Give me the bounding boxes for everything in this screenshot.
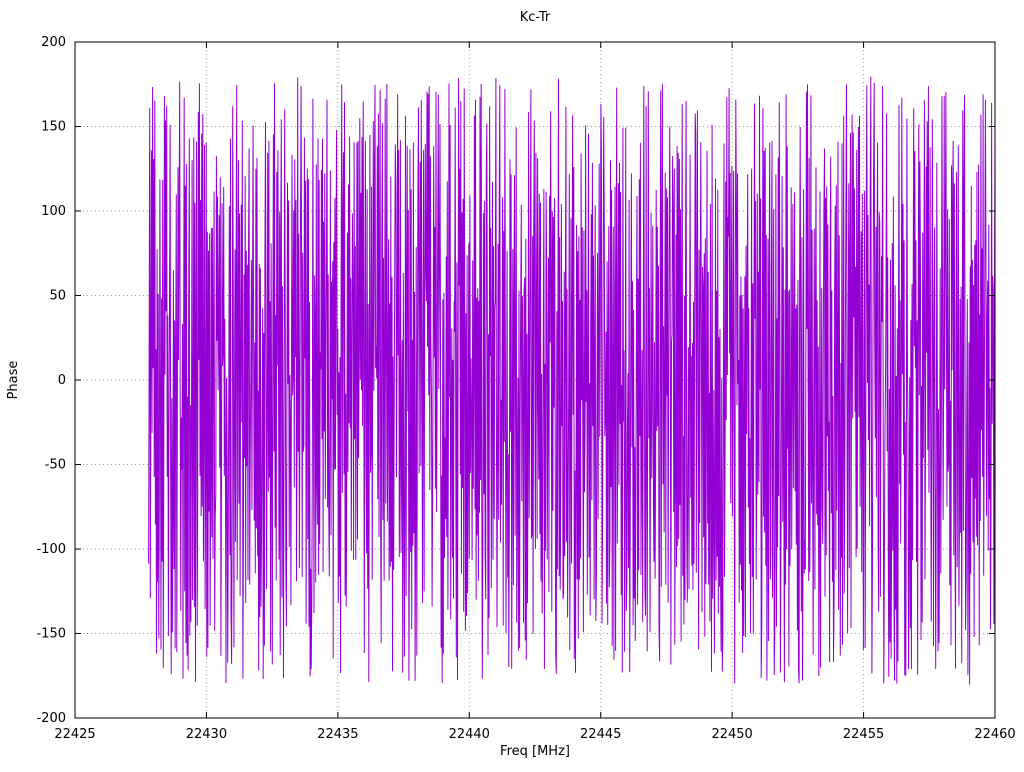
y-tick-label: 0 bbox=[58, 373, 66, 388]
x-tick-label: 22460 bbox=[974, 727, 1015, 742]
x-tick-label: 22445 bbox=[580, 727, 621, 742]
y-tick-label: -150 bbox=[36, 627, 66, 642]
y-tick-label: -100 bbox=[36, 542, 66, 557]
x-tick-label: 22425 bbox=[54, 727, 95, 742]
y-tick-label: -50 bbox=[45, 458, 66, 473]
x-axis-label: Freq [MHz] bbox=[500, 744, 570, 759]
y-axis-label: Phase bbox=[6, 361, 21, 400]
x-tick-label: 22455 bbox=[843, 727, 884, 742]
y-tick-label: 200 bbox=[41, 35, 66, 50]
x-tick-label: 22440 bbox=[449, 727, 490, 742]
chart-title: Kc-Tr bbox=[520, 10, 551, 25]
x-tick-label: 22430 bbox=[186, 727, 227, 742]
phase-trace bbox=[148, 76, 996, 685]
x-tick-label: 22450 bbox=[711, 727, 752, 742]
y-tick-label: 50 bbox=[49, 289, 66, 304]
tick-marks bbox=[74, 41, 996, 719]
x-tick-label: 22435 bbox=[317, 727, 358, 742]
y-tick-label: 150 bbox=[41, 120, 66, 135]
tick-labels: 22425 22430 22435 22440 22445 22450 22455 22460… bbox=[36, 35, 1015, 742]
data-series bbox=[148, 76, 996, 685]
y-tick-label: -200 bbox=[36, 711, 66, 726]
y-tick-label: 100 bbox=[41, 204, 66, 219]
